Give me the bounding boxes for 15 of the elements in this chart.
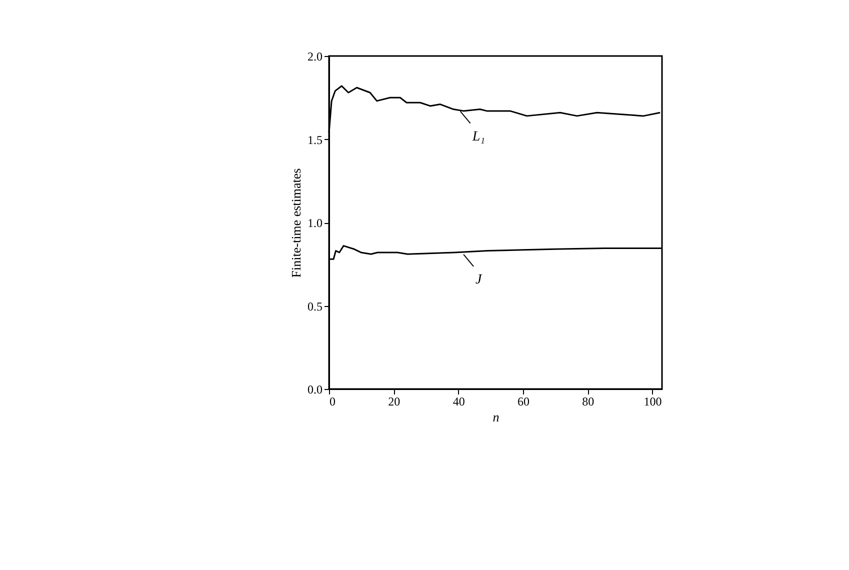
x-tick-label: 80 [582, 394, 594, 408]
y-tick-label: 0.0 [308, 382, 322, 396]
x-tick-label: 20 [388, 394, 400, 408]
x-tick-label: 60 [517, 394, 530, 408]
x-tick-label: 0 [330, 394, 336, 408]
x-axis-title: n [492, 410, 500, 424]
x-tick-label: 100 [644, 394, 662, 408]
y-tick-label: 0.5 [308, 299, 322, 314]
x-tick-label: 40 [452, 394, 465, 408]
y-tick-label: 1.5 [308, 132, 322, 147]
y-tick-label: 2.0 [308, 50, 322, 64]
annotation: J [476, 272, 483, 288]
annotation: L₁ [471, 129, 485, 144]
y-axis-title: Finite-time estimates [288, 168, 304, 278]
y-tick-label: 1.0 [308, 216, 322, 230]
